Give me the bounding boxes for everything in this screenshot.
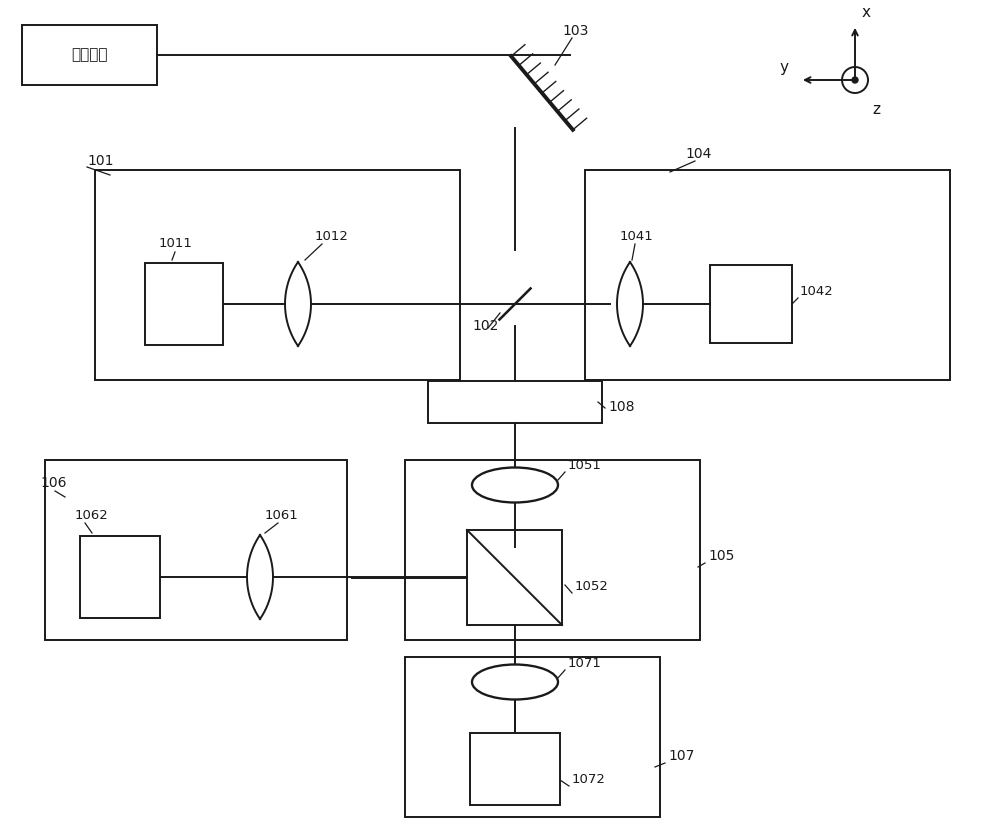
- Text: 104: 104: [685, 147, 711, 161]
- Text: 1072: 1072: [572, 773, 606, 786]
- Bar: [405, 657, 660, 817]
- Text: 1052: 1052: [575, 580, 609, 593]
- Bar: [22, 25, 157, 85]
- Ellipse shape: [472, 468, 558, 503]
- Text: 1071: 1071: [568, 657, 602, 670]
- Bar: [95, 170, 460, 380]
- Bar: [470, 733, 560, 805]
- Bar: [467, 530, 562, 625]
- Text: 105: 105: [708, 549, 734, 563]
- Text: 1062: 1062: [75, 509, 109, 522]
- Text: y: y: [779, 60, 788, 75]
- Text: 1041: 1041: [620, 230, 654, 243]
- Text: 101: 101: [87, 154, 114, 168]
- Text: 103: 103: [562, 24, 588, 38]
- Text: 1061: 1061: [265, 509, 299, 522]
- Text: 目标对象: 目标对象: [71, 48, 108, 63]
- Text: 1042: 1042: [800, 285, 834, 298]
- Text: 1011: 1011: [158, 237, 192, 250]
- Text: 106: 106: [40, 476, 66, 490]
- Text: 102: 102: [472, 319, 498, 333]
- Text: 1051: 1051: [568, 459, 602, 472]
- Bar: [585, 170, 950, 380]
- Text: 108: 108: [608, 400, 635, 414]
- Bar: [145, 263, 223, 345]
- Bar: [405, 460, 700, 640]
- Bar: [710, 265, 792, 343]
- Circle shape: [852, 77, 858, 83]
- Text: x: x: [862, 5, 871, 20]
- Text: 1012: 1012: [315, 230, 349, 243]
- Bar: [45, 460, 347, 640]
- Text: z: z: [872, 102, 880, 117]
- Bar: [80, 536, 160, 618]
- Bar: [428, 381, 602, 423]
- Ellipse shape: [472, 665, 558, 700]
- Text: 107: 107: [668, 749, 694, 763]
